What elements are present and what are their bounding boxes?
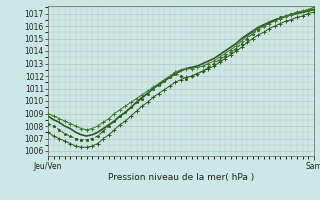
X-axis label: Pression niveau de la mer( hPa ): Pression niveau de la mer( hPa ) [108, 173, 254, 182]
